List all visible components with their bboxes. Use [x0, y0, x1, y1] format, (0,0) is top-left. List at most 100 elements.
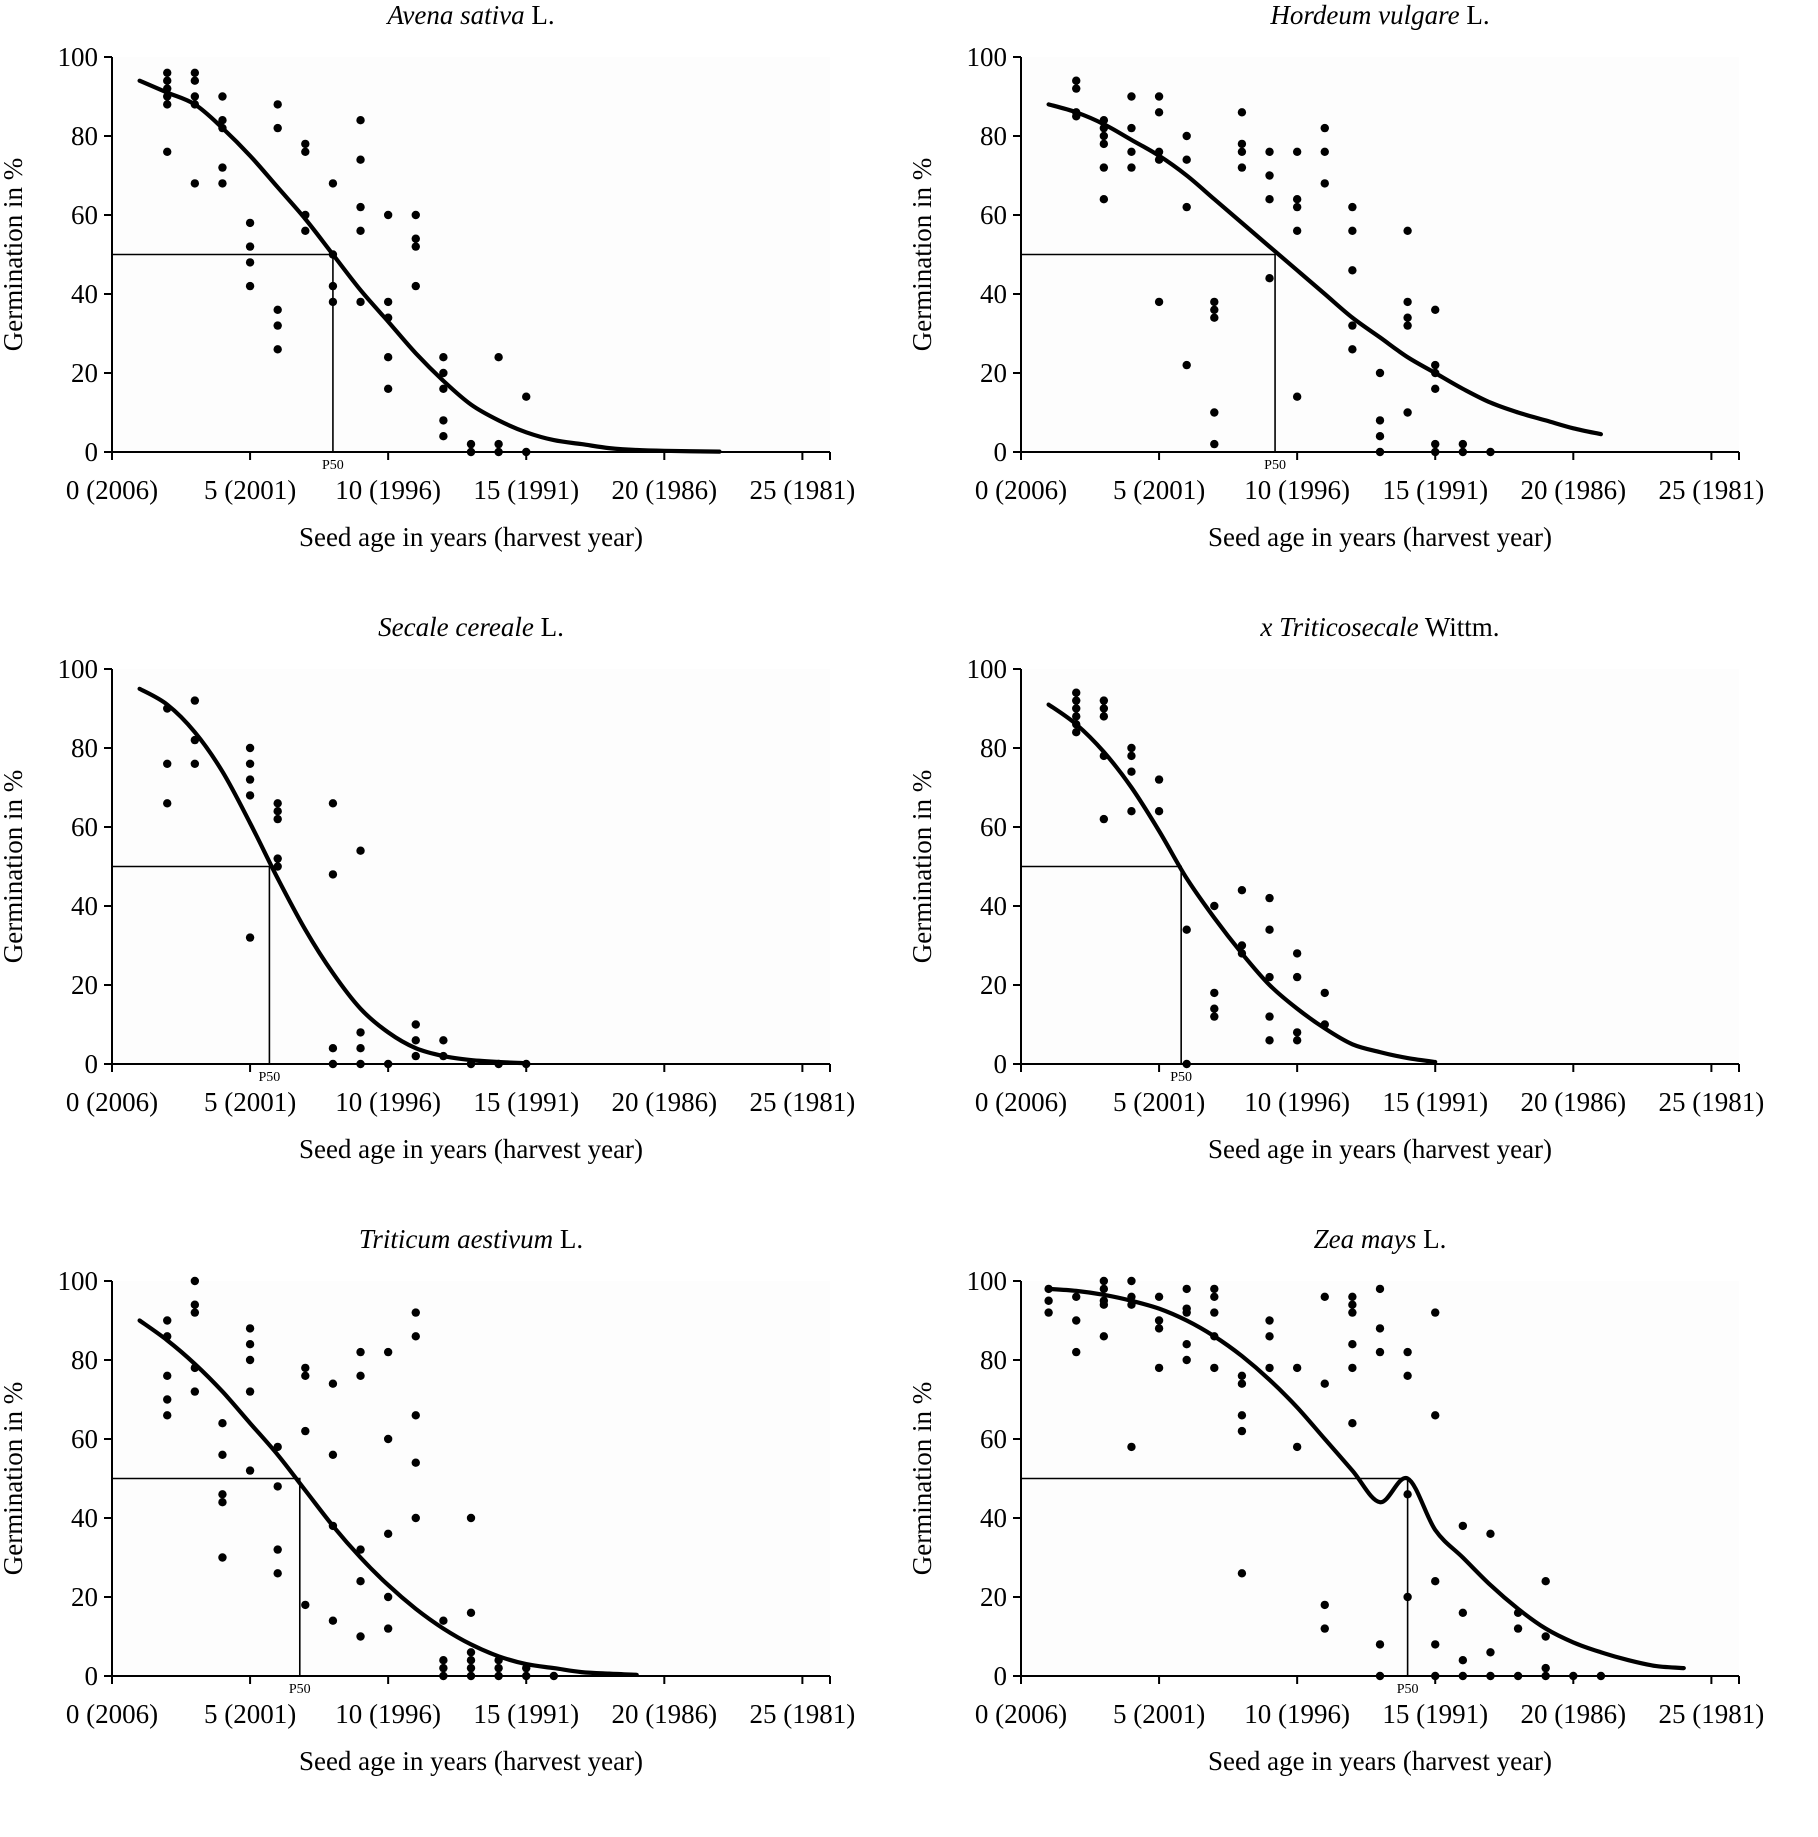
- y-axis-title: Germination in %: [0, 158, 28, 351]
- data-point: [439, 416, 448, 425]
- data-point: [1292, 226, 1302, 235]
- data-point: [439, 368, 448, 378]
- data-point: [466, 1059, 476, 1069]
- chart-svg: Triticum aestivum L. 0 20 40 60 80 100 0 (2006)…: [0, 1224, 855, 1776]
- data-point: [1292, 972, 1302, 982]
- data-point: [411, 242, 420, 251]
- data-point: [1486, 1648, 1495, 1657]
- data-point: [1541, 1577, 1550, 1586]
- data-point: [1431, 439, 1440, 449]
- data-point: [466, 447, 476, 457]
- data-point: [190, 1300, 200, 1309]
- data-point: [273, 1482, 282, 1491]
- y-tick-label: 20: [980, 970, 1007, 1000]
- data-point: [1237, 1569, 1247, 1578]
- data-point: [1237, 949, 1247, 958]
- data-point: [383, 1434, 393, 1444]
- data-point: [1210, 439, 1219, 449]
- data-point: [273, 862, 282, 871]
- chart-title-rest: L.: [1416, 1224, 1446, 1254]
- data-point: [1154, 92, 1164, 101]
- data-point: [411, 1458, 420, 1467]
- y-tick-label: 0: [994, 1661, 1008, 1691]
- data-point: [494, 447, 503, 457]
- data-point: [1210, 408, 1219, 417]
- data-point: [218, 1553, 227, 1562]
- data-point: [218, 163, 227, 172]
- data-point: [190, 92, 200, 101]
- data-point: [1210, 1363, 1219, 1373]
- x-tick-label: 15 (1991): [473, 1699, 579, 1729]
- x-tick-label: 25 (1981): [750, 1087, 856, 1117]
- data-point: [218, 1498, 227, 1507]
- data-point: [1099, 1332, 1109, 1341]
- x-tick-label: 0 (2006): [66, 1699, 158, 1729]
- data-point: [1569, 1671, 1578, 1681]
- y-tick-label: 80: [71, 121, 98, 151]
- data-point: [218, 1450, 227, 1459]
- data-point: [273, 123, 282, 133]
- data-point: [356, 1371, 365, 1380]
- data-point: [1182, 1340, 1191, 1349]
- data-point: [1072, 688, 1081, 697]
- data-point: [328, 1450, 338, 1459]
- data-point: [1431, 1308, 1440, 1317]
- data-point: [1154, 775, 1164, 784]
- data-point: [245, 743, 255, 753]
- data-point: [1237, 1426, 1247, 1436]
- data-point: [163, 1316, 172, 1325]
- data-point: [466, 1513, 476, 1523]
- data-point: [439, 1036, 448, 1045]
- x-tick-label: 0 (2006): [66, 1087, 158, 1117]
- data-point: [190, 735, 200, 745]
- data-point: [1292, 1036, 1302, 1045]
- data-point: [439, 1656, 448, 1665]
- data-point: [273, 854, 282, 863]
- data-point: [1292, 1442, 1302, 1452]
- data-point: [1210, 1292, 1219, 1301]
- chart-panel-secale-cereale: Secale cereale L. 0 20 40 60 80 100 0 (2006) 5 (…: [0, 612, 909, 1224]
- data-point: [301, 147, 310, 156]
- data-point: [1099, 163, 1109, 172]
- chart-title-italic: x Triticosecale: [1259, 612, 1418, 642]
- x-tick-label: 25 (1981): [1659, 1699, 1765, 1729]
- data-point: [1210, 901, 1219, 911]
- data-point: [245, 242, 255, 251]
- y-tick-label: 40: [980, 1503, 1007, 1533]
- data-point: [522, 1059, 531, 1069]
- data-point: [494, 353, 503, 362]
- data-point: [1072, 712, 1081, 721]
- data-point: [1348, 1340, 1357, 1349]
- data-point: [1458, 1521, 1468, 1531]
- data-point: [1513, 1671, 1523, 1681]
- x-axis-title: Seed age in years (harvest year): [299, 1746, 643, 1776]
- data-point: [1348, 321, 1357, 330]
- data-point: [1375, 432, 1385, 441]
- x-tick-label: 25 (1981): [1659, 475, 1765, 505]
- data-point: [1486, 1529, 1495, 1538]
- data-point: [1292, 202, 1302, 212]
- x-tick-label: 20 (1986): [1520, 1087, 1626, 1117]
- data-point: [1099, 116, 1109, 125]
- p50-guide: [112, 1477, 301, 1676]
- data-point: [163, 147, 172, 156]
- data-point: [383, 1624, 393, 1633]
- data-point: [466, 1608, 476, 1617]
- data-point: [1320, 123, 1329, 133]
- data-point: [1127, 163, 1136, 172]
- data-point: [1099, 751, 1109, 761]
- x-tick-label: 10 (1996): [1244, 1087, 1350, 1117]
- data-point: [1431, 1577, 1440, 1586]
- data-point: [522, 392, 531, 401]
- data-point: [1541, 1671, 1550, 1681]
- y-tick-label: 60: [980, 200, 1007, 230]
- y-tick-label: 40: [71, 1503, 98, 1533]
- data-point: [1513, 1624, 1523, 1633]
- fit-curve: [137, 1318, 639, 1677]
- data-point: [1348, 1308, 1357, 1317]
- data-point: [163, 92, 172, 101]
- data-point: [522, 1671, 531, 1681]
- data-point: [356, 1347, 365, 1357]
- data-point: [1265, 1363, 1274, 1373]
- data-point: [301, 1600, 310, 1610]
